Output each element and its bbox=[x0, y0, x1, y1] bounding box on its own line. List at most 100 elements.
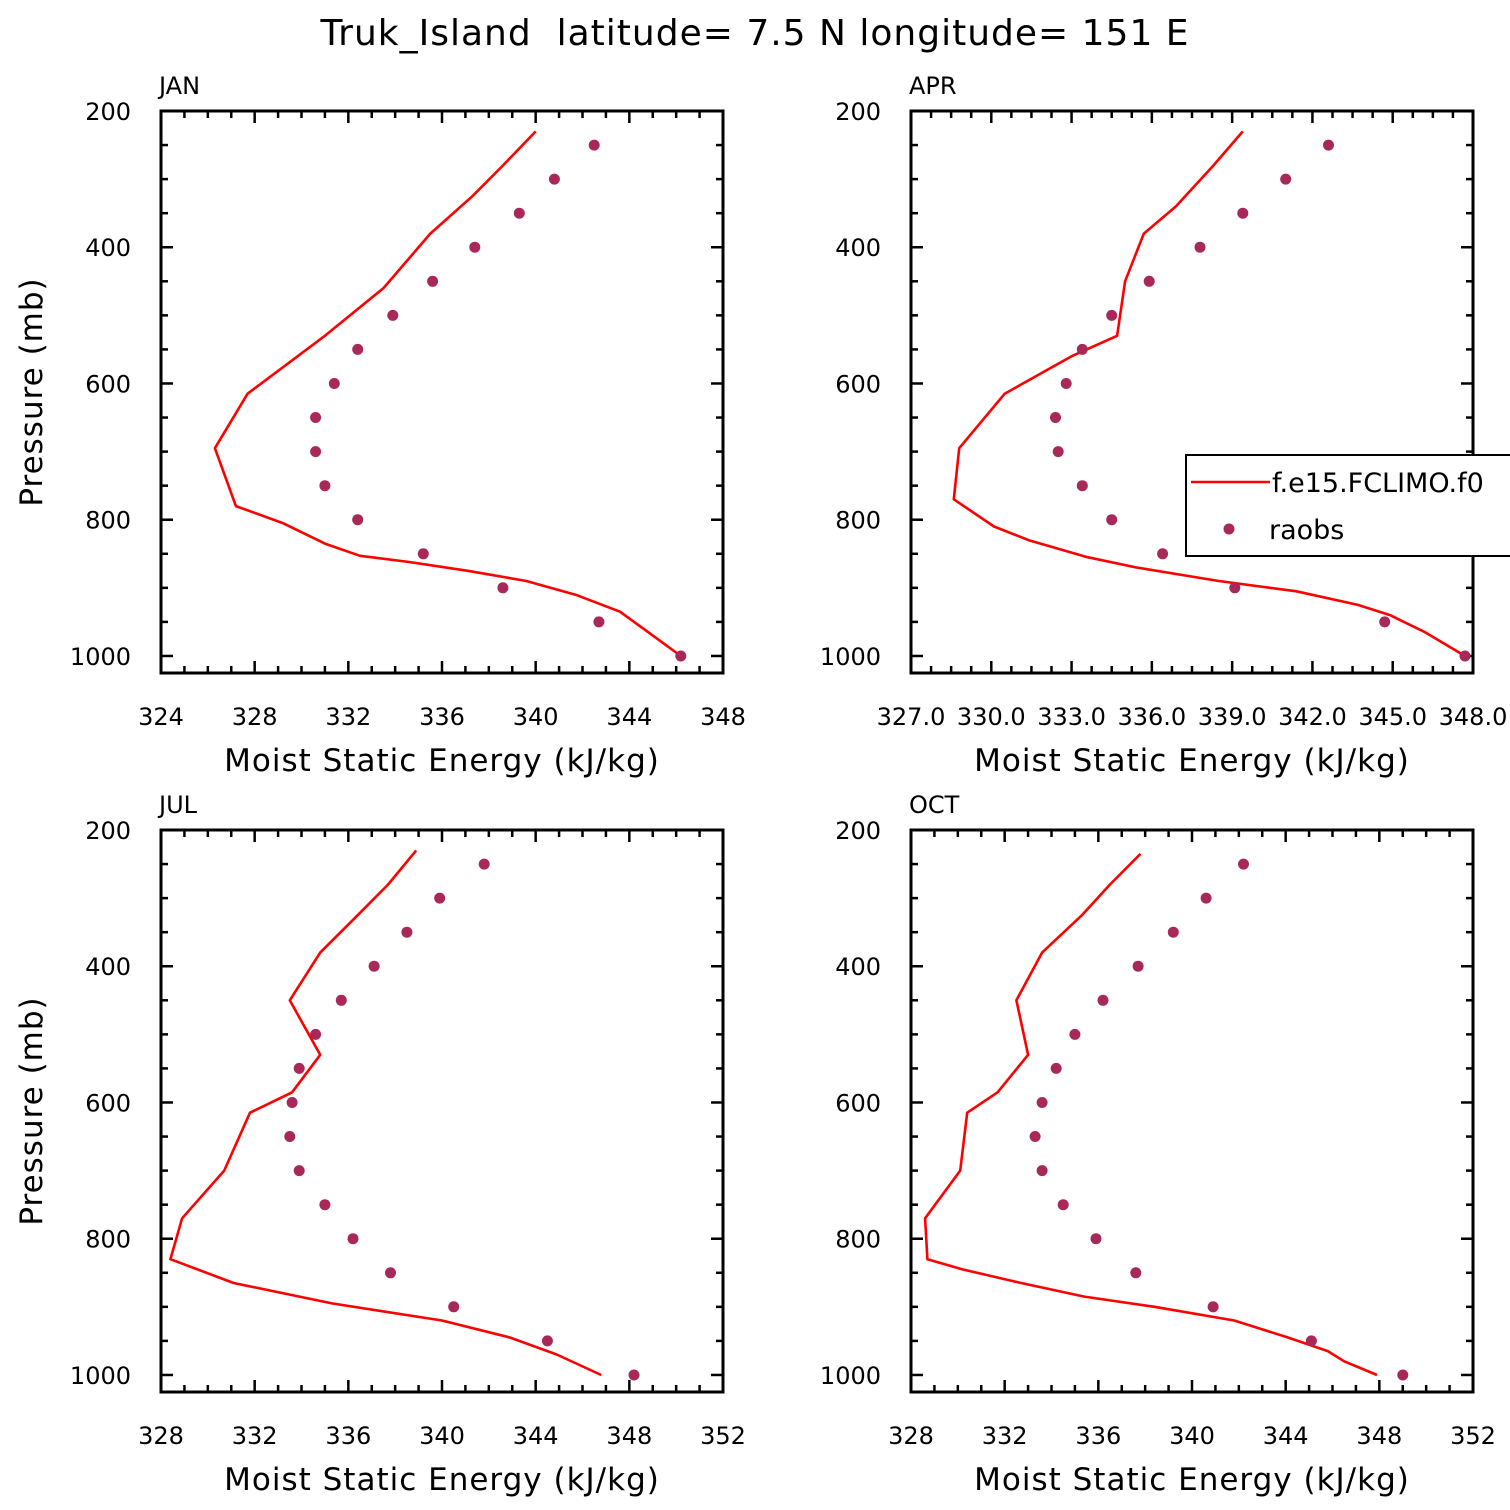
jan-raobs-point bbox=[387, 309, 399, 321]
jan-raobs-point bbox=[548, 173, 560, 185]
oct-raobs-point bbox=[1130, 1267, 1142, 1279]
apr-x-tick-label: 330.0 bbox=[957, 703, 1026, 731]
jan-x-tick-label: 324 bbox=[138, 703, 184, 731]
apr-plot-frame bbox=[909, 109, 1475, 675]
jan-raobs-point bbox=[469, 241, 481, 253]
jul-raobs-point bbox=[293, 1165, 305, 1177]
oct-raobs-point bbox=[1057, 1199, 1069, 1211]
apr-raobs-point bbox=[1076, 343, 1088, 355]
chart-panel-jan: JAN 324 328 332 336 340 344 348 200 400 600 800 1000… bbox=[14, 72, 746, 779]
oct-y-tick-label: 600 bbox=[835, 1089, 881, 1117]
jul-y-tick-label: 200 bbox=[85, 817, 131, 845]
jan-y-tick-label: 800 bbox=[85, 507, 131, 535]
oct-raobs-point bbox=[1132, 960, 1144, 972]
apr-y-tick-label: 400 bbox=[835, 234, 881, 262]
apr-raobs-point bbox=[1052, 446, 1064, 458]
jul-x-tick-label: 336 bbox=[325, 1422, 371, 1450]
apr-y-tick-label: 1000 bbox=[820, 643, 881, 671]
jul-raobs-point bbox=[385, 1267, 396, 1279]
jan-x-tick-label: 332 bbox=[325, 703, 371, 731]
jan-y-tick-label: 1000 bbox=[70, 643, 131, 671]
oct-y-tick-label: 1000 bbox=[820, 1362, 881, 1390]
oct-y-tick-label: 800 bbox=[835, 1226, 881, 1254]
apr-panel-title: APR bbox=[909, 72, 957, 100]
jan-model-series-line bbox=[213, 130, 682, 658]
jul-raobs-point bbox=[368, 960, 380, 972]
jul-panel-title: JUL bbox=[157, 791, 198, 819]
legend-obs-label: raobs bbox=[1269, 515, 1344, 546]
oct-raobs-point bbox=[1069, 1028, 1081, 1040]
jan-raobs-point bbox=[417, 548, 429, 560]
jan-y-tick-label: 600 bbox=[85, 370, 131, 398]
oct-raobs-point bbox=[1200, 892, 1212, 904]
jul-raobs-point bbox=[310, 1028, 322, 1040]
oct-raobs-point bbox=[1036, 1097, 1048, 1108]
jan-raobs-point bbox=[352, 514, 364, 526]
apr-x-tick-label: 327.0 bbox=[877, 703, 946, 731]
jul-x-tick-label: 344 bbox=[513, 1422, 559, 1450]
jul-raobs-point bbox=[434, 892, 446, 904]
jan-y-tick-label: 200 bbox=[85, 98, 131, 126]
jan-raobs-point bbox=[675, 650, 687, 662]
jan-raobs-point bbox=[352, 343, 364, 355]
jul-raobs-point bbox=[286, 1097, 298, 1108]
oct-x-tick-label: 328 bbox=[888, 1422, 934, 1450]
jul-x-tick-label: 332 bbox=[232, 1422, 278, 1450]
apr-x-tick-label: 339.0 bbox=[1198, 703, 1267, 731]
jul-model-series-line bbox=[169, 849, 602, 1377]
apr-raobs-point bbox=[1106, 309, 1118, 321]
apr-x-axis-title: Moist Static Energy (kJ/kg) bbox=[974, 743, 1410, 779]
oct-plot-frame bbox=[909, 828, 1475, 1394]
jan-x-axis-title: Moist Static Energy (kJ/kg) bbox=[224, 743, 660, 779]
figure-title: Truk_Island latitude= 7.5 N longitude= 1… bbox=[319, 13, 1189, 54]
jul-y-tick-label: 800 bbox=[85, 1226, 131, 1254]
jul-y-tick-label: 600 bbox=[85, 1089, 131, 1117]
oct-x-tick-label: 336 bbox=[1075, 1422, 1121, 1450]
oct-y-tick-label: 200 bbox=[835, 817, 881, 845]
oct-x-axis-title: Moist Static Energy (kJ/kg) bbox=[974, 1462, 1410, 1498]
jul-x-tick-label: 352 bbox=[700, 1422, 746, 1450]
apr-y-tick-label: 800 bbox=[835, 507, 881, 535]
jul-y-tick-label: 400 bbox=[85, 953, 131, 981]
apr-x-tick-label: 348.0 bbox=[1439, 703, 1508, 731]
jul-raobs-point bbox=[541, 1335, 553, 1347]
oct-x-tick-label: 340 bbox=[1169, 1422, 1215, 1450]
apr-raobs-point bbox=[1323, 139, 1334, 151]
apr-model-series-line bbox=[952, 130, 1466, 658]
apr-x-tick-label: 345.0 bbox=[1358, 703, 1427, 731]
oct-x-tick-label: 344 bbox=[1263, 1422, 1309, 1450]
apr-y-tick-label: 200 bbox=[835, 98, 881, 126]
jul-x-tick-label: 340 bbox=[419, 1422, 465, 1450]
legend-obs-marker bbox=[1223, 523, 1235, 535]
jan-raobs-point bbox=[310, 412, 322, 423]
apr-raobs-point bbox=[1060, 378, 1072, 389]
jan-x-tick-label: 336 bbox=[419, 703, 465, 731]
oct-raobs-point bbox=[1167, 926, 1179, 938]
jan-y-axis-title: Pressure (mb) bbox=[14, 277, 50, 506]
oct-raobs-point bbox=[1097, 994, 1109, 1006]
apr-y-tick-label: 600 bbox=[835, 370, 881, 398]
jul-y-tick-label: 1000 bbox=[70, 1362, 131, 1390]
chart-panel-jul: JUL 328 332 336 340 344 348 352 200 400 600 800 1000… bbox=[14, 791, 746, 1498]
jul-x-tick-label: 328 bbox=[138, 1422, 184, 1450]
legend: f.e15.FCLIMO.f0 raobs bbox=[1185, 454, 1510, 557]
jan-raobs-point bbox=[319, 480, 331, 492]
jul-raobs-point bbox=[335, 994, 347, 1006]
apr-raobs-point bbox=[1194, 241, 1206, 253]
apr-x-tick-label: 342.0 bbox=[1278, 703, 1347, 731]
oct-raobs-point bbox=[1050, 1062, 1062, 1074]
oct-raobs-point bbox=[1397, 1369, 1409, 1381]
jul-x-tick-label: 348 bbox=[606, 1422, 652, 1450]
oct-model-series-line bbox=[923, 852, 1378, 1377]
apr-x-tick-label: 336.0 bbox=[1117, 703, 1186, 731]
jan-panel-title: JAN bbox=[157, 72, 200, 100]
jan-x-tick-label: 348 bbox=[700, 703, 746, 731]
apr-raobs-point bbox=[1280, 173, 1292, 185]
apr-raobs-point bbox=[1106, 514, 1118, 526]
oct-x-tick-label: 348 bbox=[1356, 1422, 1402, 1450]
oct-raobs-point bbox=[1305, 1335, 1317, 1347]
jan-x-tick-label: 344 bbox=[606, 703, 652, 731]
oct-raobs-point bbox=[1238, 858, 1249, 870]
jul-raobs-point bbox=[401, 926, 413, 938]
